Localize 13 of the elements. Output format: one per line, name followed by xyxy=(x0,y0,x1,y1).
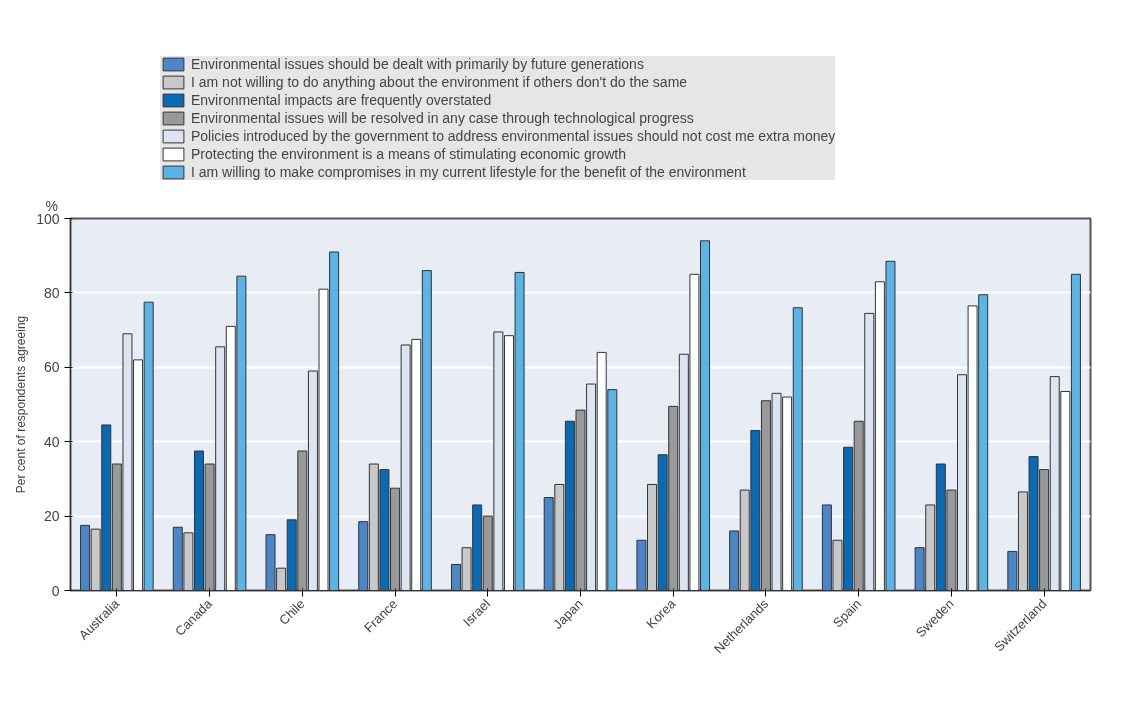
legend-label: Environmental impacts are frequently overstated xyxy=(191,92,492,108)
y-tick-label: 40 xyxy=(43,433,60,450)
y-axis-title: Per cent of respondents agreeing xyxy=(14,315,29,494)
y-tick-label: 0 xyxy=(51,582,60,599)
y-tick-label: 20 xyxy=(43,508,60,525)
y-tick-label: 80 xyxy=(43,284,60,301)
legend-label: I am willing to make compromises in my current lifestyle for the benefit of the environment xyxy=(191,164,746,180)
y-tick-label: 60 xyxy=(43,359,60,376)
legend-label: I am not willing to do anything about the environment if others don't do the same xyxy=(191,74,688,90)
legend-label: Policies introduced by the government to address environmental issues should not cost me extra money xyxy=(191,128,836,144)
legend-label: Environmental issues should be dealt with primarily by future generations xyxy=(191,56,644,72)
legend-label: Environmental issues will be resolved in any case through technological progress xyxy=(191,110,694,126)
legend-label: Protecting the environment is a means of stimulating economic growth xyxy=(191,146,626,162)
